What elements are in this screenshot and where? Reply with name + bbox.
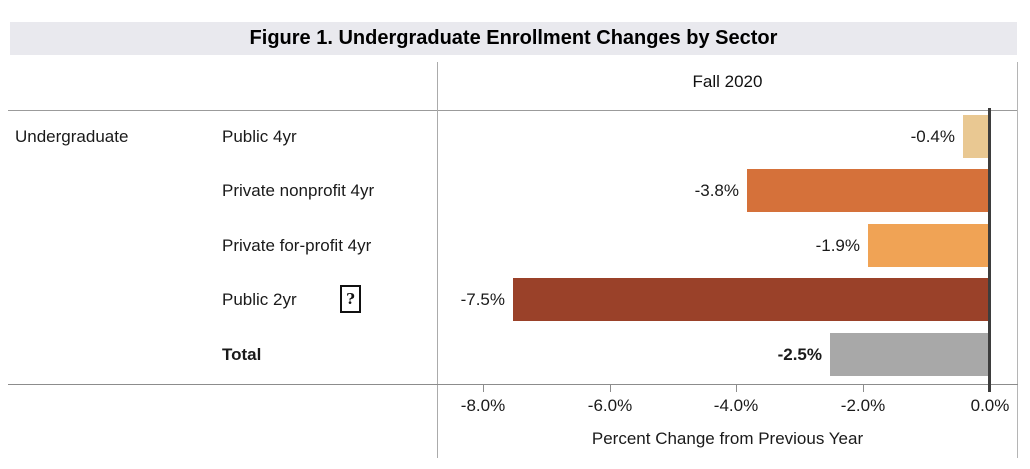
missing-image-placeholder-icon[interactable]: ?: [330, 274, 371, 323]
category-label-private-nonprofit-4yr: Private nonprofit 4yr: [222, 180, 375, 200]
x-tick-label--2-0-: -2.0%: [840, 396, 886, 415]
x-tick--6-0-: [610, 385, 611, 392]
category-label-total: Total: [222, 344, 262, 364]
x-tick--2-0-: [863, 385, 864, 392]
header-separator-line: [8, 110, 1018, 111]
bar-total: [830, 333, 988, 376]
x-tick--8-0-: [483, 385, 484, 392]
label-chart-divider-line: [437, 62, 438, 458]
figure-title: Figure 1. Undergraduate Enrollment Chang…: [10, 22, 1017, 55]
data-label-private-for-profit-4yr: -1.9%: [815, 236, 860, 255]
x-tick-label-0-0-: 0.0%: [970, 396, 1010, 415]
data-label-total: -2.5%: [777, 345, 822, 364]
zero-value-axis-line: [988, 108, 991, 392]
question-mark-icon: ?: [340, 284, 361, 313]
x-axis-baseline: [8, 384, 1018, 385]
x-tick-label--6-0-: -6.0%: [587, 396, 633, 415]
x-tick-label--4-0-: -4.0%: [713, 396, 759, 415]
data-label-private-nonprofit-4yr: -3.8%: [694, 181, 739, 200]
x-axis-title: Percent Change from Previous Year: [591, 429, 864, 448]
bar-public-4yr: [963, 115, 988, 158]
bar-public-2yr: [513, 278, 988, 321]
chart-right-border-line: [1017, 62, 1018, 458]
x-tick-label--8-0-: -8.0%: [460, 396, 506, 415]
category-label-private-for-profit-4yr: Private for-profit 4yr: [222, 235, 372, 255]
column-header-fall-2020: Fall 2020: [692, 72, 763, 91]
row-group-label: Undergraduate: [15, 126, 129, 146]
category-label-public-2yr: Public 2yr: [222, 289, 297, 309]
x-tick--4-0-: [736, 385, 737, 392]
bar-private-for-profit-4yr: [868, 224, 988, 267]
category-label-public-4yr: Public 4yr: [222, 126, 297, 146]
data-label-public-2yr: -7.5%: [460, 290, 505, 309]
bar-private-nonprofit-4yr: [747, 169, 988, 212]
data-label-public-4yr: -0.4%: [910, 127, 955, 146]
